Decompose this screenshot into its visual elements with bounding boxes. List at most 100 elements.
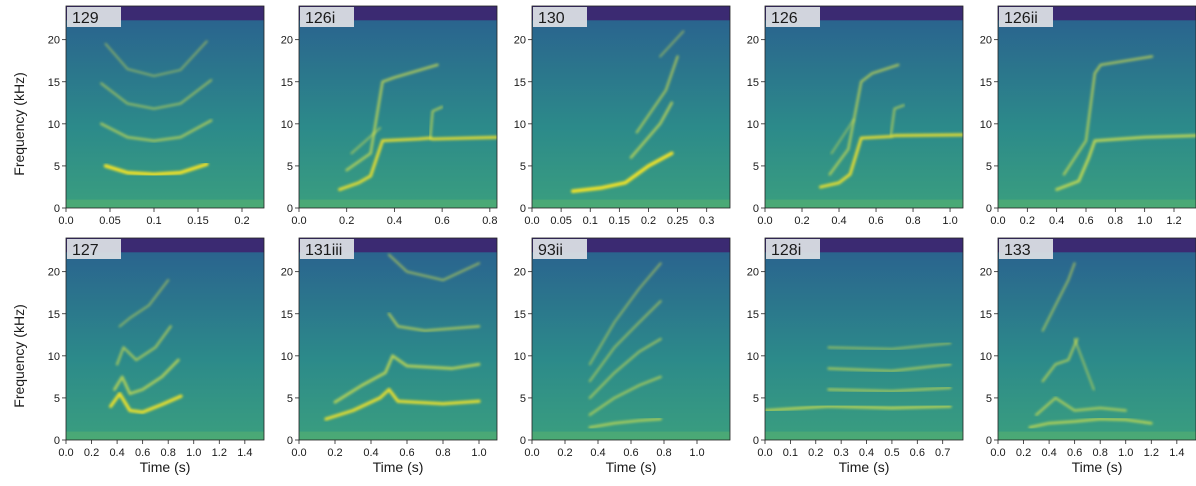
x-tick-label: 0.0 <box>291 215 306 227</box>
panel-129: 129 0 5 10 15 20 0.0 0.05 0.1 0.15 0.2 <box>48 5 265 227</box>
spectrogram-background <box>998 238 1196 440</box>
harmonic-track-3 <box>827 363 952 373</box>
x-axis-label: Time (s) <box>606 459 657 475</box>
panel-label: 93ii <box>533 239 587 259</box>
y-tick-label: 5 <box>520 393 526 405</box>
x-tick-label: 0.4 <box>859 447 874 459</box>
y-tick-label: 5 <box>986 161 992 173</box>
y-tick-label: 5 <box>520 161 526 173</box>
y-tick-label: 0 <box>520 435 526 447</box>
harmonic-track-1 <box>588 417 663 429</box>
panel-frame <box>298 5 498 209</box>
panel-label-text: 129 <box>72 10 99 27</box>
x-tick-label: 0.3 <box>699 215 714 227</box>
harmonic-track-3 <box>635 55 679 134</box>
y-tick-label: 20 <box>980 35 992 47</box>
x-tick-label: 0.8 <box>656 447 671 459</box>
panel-frame <box>764 237 964 441</box>
harmonic-track-1 <box>765 404 952 412</box>
spectrogram-background <box>532 6 730 208</box>
panel-label: 129 <box>67 7 121 27</box>
x-tick-label: 0.6 <box>399 447 414 459</box>
harmonic-track-4 <box>387 253 481 282</box>
panel-label-text: 127 <box>72 242 99 259</box>
panel-label-text: 133 <box>1004 242 1031 259</box>
x-tick-label: 0.0 <box>58 215 73 227</box>
x-tick-label: 0.15 <box>187 215 208 227</box>
x-tick-label: 0.2 <box>641 215 656 227</box>
panel-label-text: 131iii <box>305 242 342 259</box>
y-tick-label: 10 <box>514 351 526 363</box>
panel-label-text: 126 <box>771 10 798 27</box>
harmonic-track-3 <box>115 325 172 366</box>
x-tick-label: 0.6 <box>623 447 638 459</box>
harmonic-track-4 <box>118 279 170 328</box>
x-tick-label: 1.4 <box>1169 447 1184 459</box>
x-tick-label: 0.2 <box>1020 215 1035 227</box>
x-tick-label: 1.0 <box>942 215 957 227</box>
harmonic-track-4 <box>827 342 952 351</box>
panel-label: 131iii <box>300 239 354 259</box>
panel-label: 126 <box>766 7 820 27</box>
harmonic-track-4 <box>659 30 685 58</box>
x-tick-label: 0.2 <box>557 447 572 459</box>
x-tick-label: 0.0 <box>291 447 306 459</box>
x-tick-label: 0.15 <box>609 215 630 227</box>
panel-frame <box>65 5 265 209</box>
x-tick-label: 0.2 <box>808 447 823 459</box>
harmonic-track-2 <box>333 354 481 404</box>
y-tick-label: 15 <box>514 309 526 321</box>
harmonic-track-3 <box>100 79 213 110</box>
x-axis-label: Time (s) <box>140 459 191 475</box>
y-tick-label: 15 <box>281 77 293 89</box>
y-tick-label: 0 <box>287 203 293 215</box>
x-tick-label: 0.1 <box>583 215 598 227</box>
noise-floor-band <box>532 431 730 440</box>
panel-93ii: 93ii 0 5 10 15 20 0.0 0.2 0.4 0.6 0.8 1.0 Time (s) <box>514 237 731 475</box>
panel-frame <box>997 5 1196 209</box>
y-tick-label: 10 <box>980 351 992 363</box>
y-tick-label: 0 <box>753 203 759 215</box>
x-tick-label: 0.6 <box>1067 447 1082 459</box>
y-tick-label: 15 <box>514 77 526 89</box>
harmonic-track-1 <box>818 133 963 189</box>
spectrogram-background <box>998 6 1196 208</box>
y-tick-label: 5 <box>753 393 759 405</box>
x-tick-label: 0.0 <box>990 447 1005 459</box>
x-tick-label: 1.2 <box>212 447 227 459</box>
harmonic-track-5 <box>588 262 662 366</box>
noise-floor-band <box>66 199 264 208</box>
x-tick-label: 0.1 <box>146 215 161 227</box>
panel-label-text: 126i <box>305 10 335 27</box>
x-tick-label: 0.8 <box>1108 215 1123 227</box>
harmonic-track-4 <box>1041 262 1076 332</box>
harmonic-track-1 <box>103 162 209 177</box>
x-tick-label: 1.0 <box>186 447 201 459</box>
y-axis-label-bottom: Frequency (kHz) <box>11 304 27 407</box>
x-tick-label: 0.25 <box>667 215 688 227</box>
x-tick-label: 1.0 <box>1137 215 1152 227</box>
y-tick-label: 15 <box>48 309 60 321</box>
harmonic-track-2 <box>345 63 439 172</box>
x-tick-label: 1.0 <box>689 447 704 459</box>
x-tick-label: 0.0 <box>990 215 1005 227</box>
y-tick-label: 0 <box>986 203 992 215</box>
noise-floor-band <box>532 199 730 208</box>
x-tick-label: 0.2 <box>794 215 809 227</box>
harmonic-track-1 <box>1055 134 1196 191</box>
y-tick-label: 5 <box>753 161 759 173</box>
x-tick-label: 0.2 <box>234 215 249 227</box>
spectrogram-background <box>66 238 264 440</box>
y-tick-label: 5 <box>986 393 992 405</box>
noise-floor-band <box>998 431 1196 440</box>
x-tick-label: 0.6 <box>1078 215 1093 227</box>
harmonic-track-4 <box>104 40 208 77</box>
y-tick-label: 20 <box>747 35 759 47</box>
harmonic-track-2 <box>629 101 674 159</box>
harmonic-track-4 <box>350 126 382 155</box>
x-tick-label: 0.2 <box>84 447 99 459</box>
harmonic-track-5 <box>1073 337 1095 391</box>
panel-label: 127 <box>67 239 121 259</box>
